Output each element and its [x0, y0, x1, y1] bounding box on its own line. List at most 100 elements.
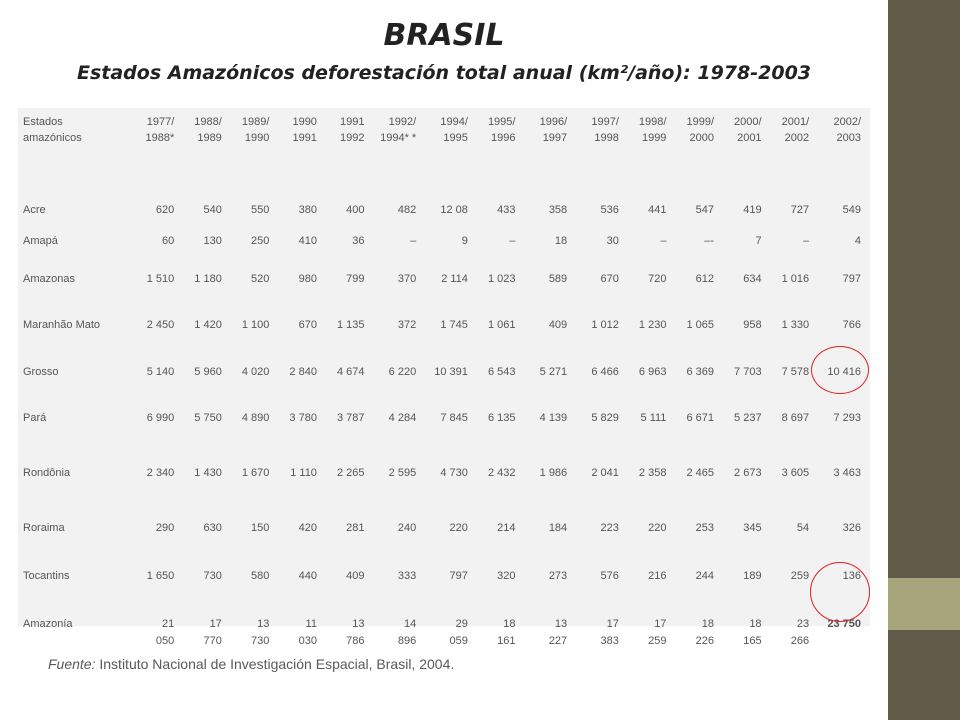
- value-cell: 670: [298, 319, 317, 331]
- header-cell: 1977/ 1988*: [145, 116, 175, 144]
- header-cell: 1990 1991: [292, 116, 317, 144]
- value-cell: 670: [600, 273, 619, 285]
- value-cell: 630: [203, 522, 222, 534]
- value-cell: 17 770: [203, 618, 222, 647]
- header-cell: 1994/ 1995: [440, 116, 468, 144]
- header-cell: 1996/ 1997: [539, 116, 568, 144]
- value-cell: 18 165: [743, 618, 762, 647]
- value-cell: 150: [251, 522, 270, 534]
- value-cell: 130: [203, 235, 222, 247]
- table-row: Amazonas 1 510 1 180 520 980 799 370 2 114 1 023…: [18, 263, 864, 309]
- value-cell: 482: [397, 204, 417, 216]
- header-cell: 1998/ 1999: [638, 116, 667, 144]
- value-cell: 13 227: [548, 618, 568, 647]
- value-cell: 797: [449, 570, 468, 582]
- value-cell: 220: [648, 522, 667, 534]
- value-cell: 6 671: [686, 412, 714, 424]
- value-cell: 17 259: [648, 618, 667, 647]
- value-cell: 2 465: [686, 467, 714, 479]
- value-cell: 4 139: [539, 412, 568, 424]
- state-name-cell: Amazonas: [23, 273, 75, 285]
- state-name-cell: Maranhão Mato: [23, 319, 101, 331]
- value-cell: 273: [548, 570, 568, 582]
- table-row: Tocantins 1 650 730 580 440 409 333 797 320 273 57…: [18, 560, 864, 608]
- value-cell: 6 466: [591, 366, 619, 378]
- value-cell: 220: [449, 522, 468, 534]
- value-cell: 7: [755, 235, 762, 247]
- value-cell: 6 369: [686, 366, 714, 378]
- value-cell: 634: [743, 273, 762, 285]
- value-cell: 1 745: [440, 319, 468, 331]
- value-cell: 18: [554, 235, 568, 247]
- value-cell: 17 383: [600, 618, 619, 647]
- table-row: Amazonía 21 050 17 770 13 730 11 030 13 786 14…: [18, 608, 864, 664]
- page-subtitle: Estados Amazónicos deforestación total a…: [76, 62, 812, 84]
- value-cell: 2 041: [591, 467, 619, 479]
- value-cell: 5 960: [194, 366, 222, 378]
- source-label: Fuente:: [48, 656, 96, 672]
- value-cell: 4 020: [241, 366, 270, 378]
- value-cell: 549: [842, 204, 861, 216]
- value-cell: 2 595: [388, 467, 417, 479]
- value-cell: 12 08: [440, 204, 468, 216]
- value-cell: 440: [298, 570, 317, 582]
- value-cell: 18 161: [497, 618, 516, 647]
- value-cell: 2 450: [146, 319, 175, 331]
- value-cell: 5 829: [591, 412, 619, 424]
- table-row: Grosso 5 140 5 960 4 020 2 840 4 674 6 220 10 3…: [18, 356, 864, 402]
- value-cell: 320: [497, 570, 516, 582]
- value-cell: 550: [251, 204, 270, 216]
- source-note: Fuente: Instituto Nacional de Investigac…: [48, 656, 454, 672]
- value-cell: 5 237: [734, 412, 762, 424]
- value-cell: 13 786: [346, 618, 365, 647]
- value-cell: 10 391: [434, 366, 468, 378]
- value-cell: 797: [842, 273, 861, 285]
- value-cell: 2 840: [289, 366, 317, 378]
- value-cell: 18 226: [695, 618, 714, 647]
- value-cell: 380: [298, 204, 317, 216]
- value-cell: 580: [251, 570, 270, 582]
- value-cell: 433: [497, 204, 516, 216]
- value-cell: 259: [790, 570, 810, 582]
- value-cell: 214: [497, 522, 516, 534]
- value-cell: 9: [461, 235, 468, 247]
- table-row: Maranhão Mato 2 450 1 420 1 100 670 1 135 372 1…: [18, 309, 864, 356]
- value-cell: 253: [695, 522, 714, 534]
- value-cell: 540: [203, 204, 222, 216]
- header-cell: 1991 1992: [340, 116, 365, 144]
- header-cell: 1995/ 1996: [487, 116, 516, 144]
- table-row: Acre 620 540 550 380 400 482 12 08 433 358 536 441 5…: [18, 194, 864, 225]
- value-cell: 184: [548, 522, 568, 534]
- header-cell: 1992/ 1994* *: [380, 116, 417, 144]
- header-cell: 2002/ 2003: [833, 116, 861, 144]
- value-cell: 250: [251, 235, 270, 247]
- value-cell: 1 650: [146, 570, 175, 582]
- value-cell: 410: [298, 235, 317, 247]
- header-cell: 2001/ 2002: [781, 116, 810, 144]
- header-cell: 1999/ 2000: [686, 116, 714, 144]
- header-cell: 2000/ 2001: [734, 116, 762, 144]
- value-cell: –: [509, 235, 516, 247]
- value-cell: 1 065: [686, 319, 714, 331]
- value-cell: 1 510: [146, 273, 175, 285]
- value-cell: 4 730: [440, 467, 468, 479]
- value-cell: 372: [397, 319, 417, 331]
- value-cell: 6 135: [487, 412, 516, 424]
- value-cell: 4 284: [388, 412, 417, 424]
- page-title: BRASIL: [383, 18, 505, 53]
- value-cell: 7 293: [833, 412, 861, 424]
- value-cell: 1 135: [336, 319, 365, 331]
- value-cell: 720: [648, 273, 667, 285]
- value-cell: 441: [648, 204, 667, 216]
- value-cell: 1 012: [591, 319, 619, 331]
- value-cell: –: [410, 235, 417, 247]
- table-header-row: Estados amazónicos 1977/ 1988* 1988/ 198…: [18, 108, 864, 194]
- value-cell: 6 990: [146, 412, 175, 424]
- value-cell: 576: [600, 570, 619, 582]
- value-cell: 419: [743, 204, 762, 216]
- value-cell: 730: [203, 570, 222, 582]
- value-cell: 8 697: [781, 412, 810, 424]
- table-row: Pará 6 990 5 750 4 890 3 780 3 787 4 284 7 845 6…: [18, 402, 864, 457]
- value-cell: 2 340: [146, 467, 175, 479]
- value-cell: 4 890: [241, 412, 270, 424]
